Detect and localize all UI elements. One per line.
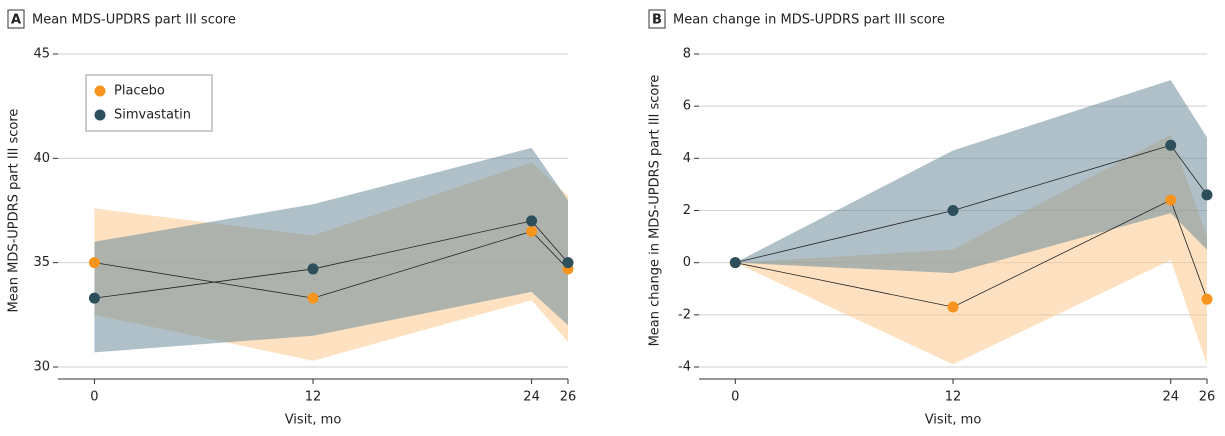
y-tick-label: 6 [683,99,691,114]
y-tick-label: 0 [683,255,691,270]
point [1165,139,1177,151]
ci-band [94,147,568,353]
legend-swatch [94,85,106,97]
legend-swatch [94,109,106,121]
y-tick-label: 2 [683,203,691,218]
y-tick-label: 40 [33,151,50,166]
ci-band [735,80,1207,274]
legend-label: Simvastatin [114,108,191,123]
panel-label-box [648,9,666,29]
point [307,263,319,275]
y-tick-label: -2 [678,307,691,322]
point [526,225,538,237]
x-tick-label: 12 [305,390,322,405]
series-line [94,230,569,299]
panel-label-box [7,9,25,29]
y-tick-label: 35 [33,255,50,270]
y-tick-label: 8 [683,47,691,62]
point [88,292,100,304]
y-tick-label: 30 [33,360,50,375]
y-tick-label: 4 [683,151,691,166]
point [307,292,319,304]
point [729,257,741,269]
point [1201,189,1213,201]
x-tick-label: 0 [731,390,739,405]
y-axis-label: Mean change in MDS-UPDRS part III score [648,75,663,347]
x-axis-label: Visit, mo [285,413,342,428]
legend-box [85,74,213,132]
x-tick-label: 24 [523,390,540,405]
point [1165,194,1177,206]
series-line [94,220,569,299]
panel-label: A [11,13,21,28]
x-tick-label: 0 [90,390,98,405]
point [947,205,959,216]
y-tick-label: 45 [33,47,50,62]
x-axis-label: Visit, mo [925,413,982,428]
panel-label: B [652,13,662,28]
x-tick-label: 24 [1162,390,1179,405]
legend-label: Placebo [114,84,165,99]
point [947,301,959,313]
chart-title: Mean MDS-UPDRS part III score [32,13,236,28]
x-tick-label: 26 [1199,390,1216,405]
x-tick-label: 26 [560,390,577,405]
series-line [735,144,1208,264]
y-tick-label: -4 [678,360,691,375]
x-tick-label: 12 [945,390,962,405]
chart-title: Mean change in MDS-UPDRS part III score [673,13,945,28]
y-axis-label: Mean MDS-UPDRS part III score [7,109,22,313]
point [562,257,574,269]
series-line [735,199,1208,308]
point [88,257,100,269]
point [526,215,538,227]
point [1201,293,1213,305]
